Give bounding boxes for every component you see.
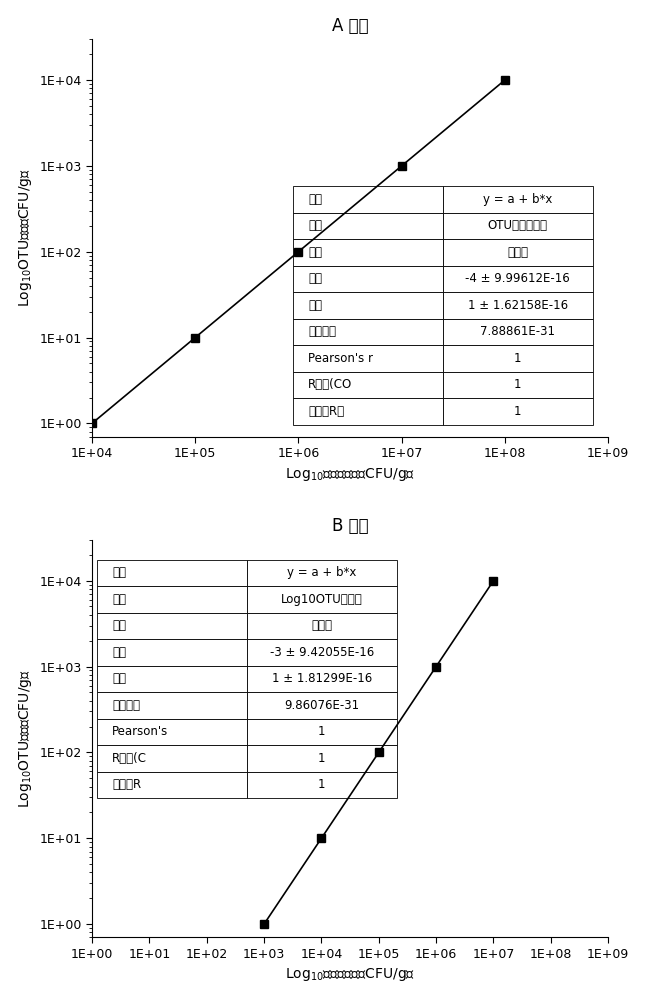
X-axis label: Log$_{10}$质粒拷贝数（CFU/g）: Log$_{10}$质粒拷贝数（CFU/g） [285,966,415,983]
Title: A 细菌: A 细菌 [332,17,368,35]
Y-axis label: Log$_{10}$OTU数目（CFU/g）: Log$_{10}$OTU数目（CFU/g） [17,168,34,307]
Title: B 真菌: B 真菌 [332,517,368,535]
X-axis label: Log$_{10}$质粒拷贝数（CFU/g）: Log$_{10}$质粒拷贝数（CFU/g） [285,466,415,483]
Y-axis label: Log$_{10}$OTU数目（CFU/g）: Log$_{10}$OTU数目（CFU/g） [17,669,34,808]
